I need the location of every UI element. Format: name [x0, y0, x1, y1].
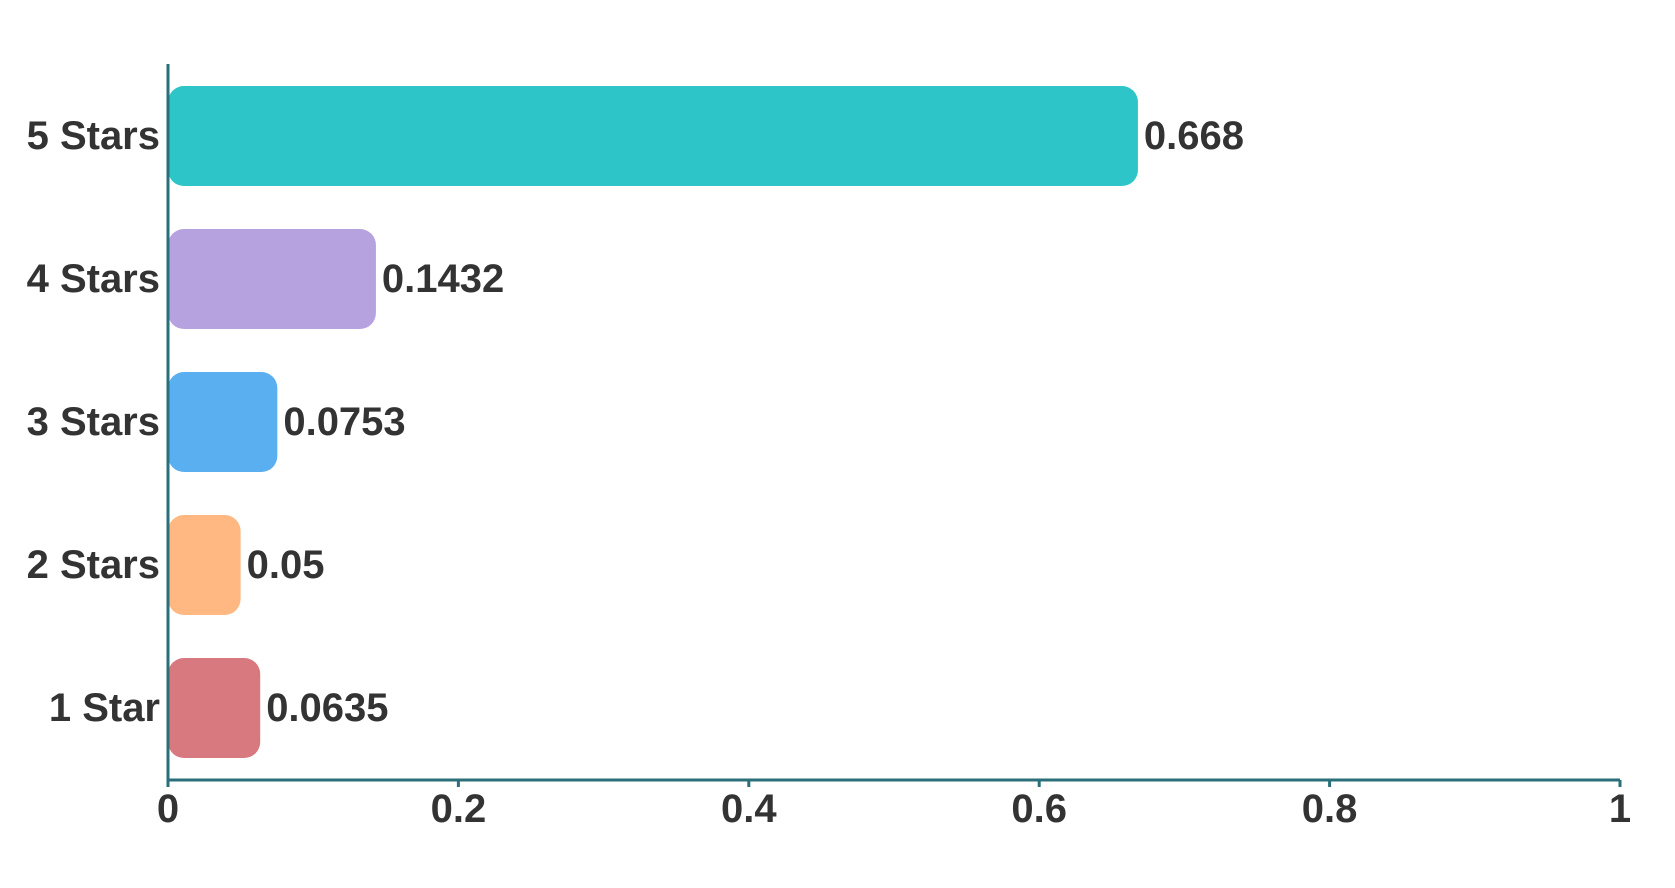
x-tick-label: 0: [157, 787, 179, 831]
category-label: 3 Stars: [27, 400, 160, 444]
x-tick-label: 0.6: [1011, 787, 1067, 831]
bar-3-stars[interactable]: [168, 372, 278, 472]
x-tick-label: 0.2: [431, 787, 487, 831]
value-label: 0.0753: [283, 400, 405, 444]
bar-5-stars[interactable]: [168, 86, 1138, 186]
value-label: 0.1432: [382, 257, 504, 301]
category-labels: 5 Stars 4 Stars 3 Stars 2 Stars 1 Star: [27, 114, 160, 730]
category-label: 4 Stars: [27, 257, 160, 301]
x-tick-label: 1: [1609, 787, 1631, 831]
bars-group: [168, 86, 1138, 758]
bar-2-stars[interactable]: [168, 515, 241, 615]
value-label: 0.0635: [266, 686, 388, 730]
category-label: 5 Stars: [27, 114, 160, 158]
x-tick-label: 0.4: [721, 787, 777, 831]
value-label: 0.05: [247, 543, 325, 587]
value-labels: 0.668 0.1432 0.0753 0.05 0.0635: [247, 114, 1244, 730]
value-label: 0.668: [1144, 114, 1244, 158]
bar-1-star[interactable]: [168, 658, 261, 758]
x-tick-label: 0.8: [1302, 787, 1358, 831]
category-label: 1 Star: [49, 686, 160, 730]
category-label: 2 Stars: [27, 543, 160, 587]
bar-4-stars[interactable]: [168, 229, 376, 329]
x-axis-ticks: 0 0.2 0.4 0.6 0.8 1: [157, 780, 1631, 831]
